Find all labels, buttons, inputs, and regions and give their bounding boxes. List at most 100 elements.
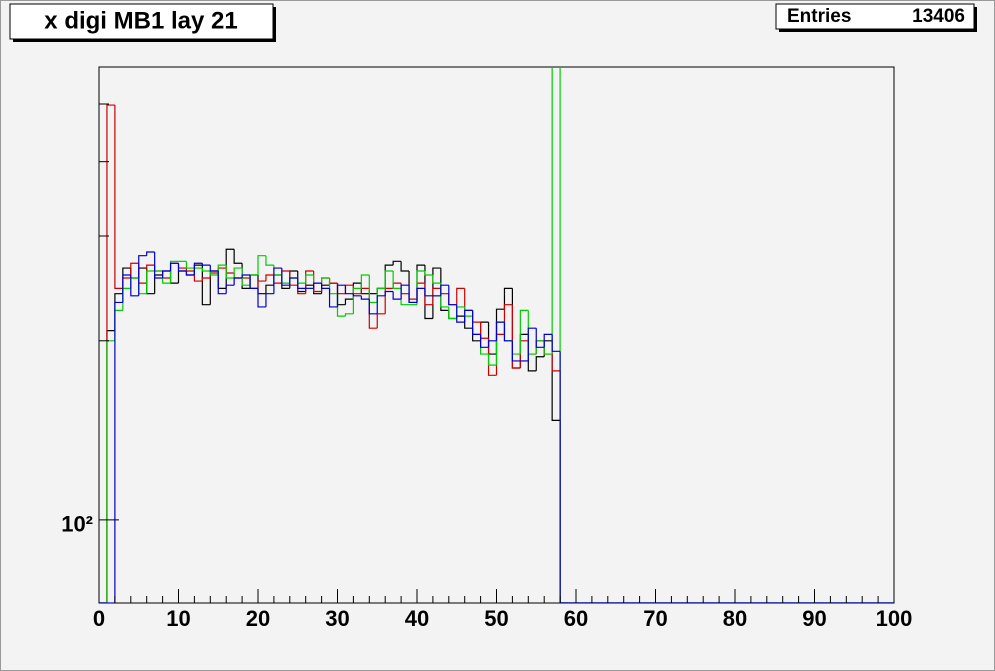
- histogram-bin: [559, 351, 569, 603]
- histogram-bin: [511, 340, 521, 362]
- histogram-bin: [201, 268, 211, 272]
- histogram-bin: [241, 268, 251, 286]
- histogram-bin: [281, 268, 290, 286]
- histogram-bin: [201, 263, 211, 266]
- histogram-bin: [456, 287, 465, 305]
- x-tick-label: 80: [723, 606, 747, 631]
- histogram-bin: [305, 274, 314, 284]
- histogram-bin: [519, 309, 529, 355]
- histogram-bin: [503, 322, 513, 342]
- histogram-bin: [257, 280, 266, 289]
- histogram-bin: [440, 268, 449, 311]
- x-tick-label: 50: [484, 606, 508, 631]
- histogram-bin: [440, 284, 449, 296]
- x-tick-label: 90: [802, 606, 826, 631]
- histogram-bin: [432, 287, 441, 305]
- histogram-bin: [122, 274, 131, 303]
- histogram-bin: [352, 287, 362, 314]
- histogram-bin: [321, 283, 330, 289]
- x-tick-label: 10: [166, 606, 190, 631]
- histogram-bin: [241, 274, 251, 279]
- histogram-bin: [535, 356, 545, 371]
- histogram-bin: [169, 260, 179, 284]
- histogram-bin: [297, 278, 306, 289]
- histogram-bin: [177, 263, 187, 272]
- histogram-bin: [344, 313, 354, 317]
- histogram-bin: [257, 288, 266, 308]
- histogram-bin: [289, 277, 298, 286]
- histogram-bin: [472, 310, 481, 336]
- x-tick-label: 60: [564, 606, 588, 631]
- histogram-bin: [344, 298, 354, 305]
- histogram-bin: [138, 255, 147, 296]
- stats-box: [775, 3, 975, 30]
- histogram-bin: [233, 249, 243, 264]
- histogram-bin: [257, 255, 266, 275]
- histogram-bin: [146, 270, 155, 294]
- histogram-bin: [360, 295, 370, 300]
- x-tick-label: 40: [405, 606, 429, 631]
- histogram-bin: [487, 354, 497, 366]
- histogram-bin: [233, 267, 243, 279]
- histogram-bin: [321, 277, 330, 284]
- histogram-bin: [487, 338, 497, 376]
- histogram-bin: [368, 299, 378, 315]
- histogram-bin: [185, 261, 195, 269]
- histogram-bin: [313, 282, 322, 289]
- histogram-bin: [384, 290, 394, 296]
- histogram-bin: [424, 288, 433, 297]
- histogram-bin: [511, 304, 521, 369]
- histogram-bin: [392, 271, 402, 289]
- x-tick-label: 0: [93, 606, 105, 631]
- histogram-bin: [416, 287, 425, 303]
- histogram-bin: [376, 295, 386, 314]
- histogram-bin: [154, 252, 163, 279]
- histogram-bin: [185, 271, 195, 276]
- histogram-bin: [408, 285, 417, 304]
- histogram-bin: [336, 284, 346, 307]
- histogram-bin: [503, 287, 513, 310]
- x-tick-label: 70: [643, 606, 667, 631]
- title-box: [9, 3, 274, 40]
- histogram-bin: [352, 293, 362, 297]
- histogram-bin: [384, 270, 394, 289]
- histogram-bin: [193, 262, 203, 275]
- stats-label: Entries: [787, 6, 851, 27]
- stats-value: 13406: [912, 6, 965, 27]
- histogram-bin: [265, 293, 274, 307]
- histogram-bin: [392, 260, 402, 266]
- histogram-bin: [130, 274, 139, 297]
- histogram-bin: [114, 105, 123, 289]
- histogram-bin: [432, 274, 441, 284]
- histogram-bin: [225, 265, 235, 279]
- histogram-bin: [551, 67, 553, 355]
- histogram-bin: [114, 301, 123, 603]
- histogram-bin: [130, 262, 139, 279]
- histogram-bin: [209, 271, 219, 276]
- histogram-bin: [328, 288, 338, 308]
- histogram-bin: [551, 334, 561, 352]
- histogram-bin: [487, 340, 497, 348]
- histogram-bin: [456, 304, 465, 323]
- histogram-bin: [464, 309, 473, 323]
- histogram-bin: [169, 262, 179, 272]
- histogram-bin: [551, 354, 561, 372]
- histogram-bin: [400, 261, 410, 272]
- histogram-bin: [305, 270, 314, 294]
- histogram-bin: [448, 285, 457, 306]
- histogram-bin: [265, 284, 274, 294]
- histogram-bin: [400, 284, 410, 300]
- x-tick-label: 100: [876, 606, 913, 631]
- x-tick-label: 30: [325, 606, 349, 631]
- histogram-bin: [217, 271, 227, 295]
- histogram-bin: [209, 265, 219, 272]
- chart-title: x digi MB1 lay 21: [44, 7, 237, 34]
- y-tick-label: 10²: [61, 512, 93, 537]
- histogram-bin: [225, 284, 235, 294]
- histogram-bin: [495, 321, 505, 341]
- histogram-bin: [392, 291, 402, 300]
- histogram-bin: [146, 251, 155, 256]
- histogram-bin: [448, 306, 457, 320]
- histogram-bin: [344, 285, 354, 295]
